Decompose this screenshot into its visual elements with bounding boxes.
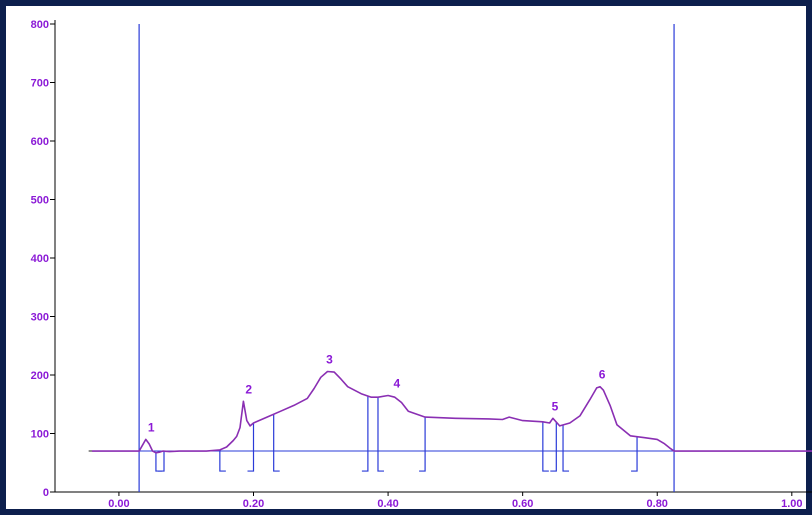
peak-boundary-marker xyxy=(631,436,638,472)
peak-boundary-marker xyxy=(155,452,162,472)
peak-boundary-marker xyxy=(247,422,255,472)
peak-label-6: 6 xyxy=(599,368,606,382)
signal-trace xyxy=(92,370,812,454)
peak-boundary-marker xyxy=(158,451,165,472)
y-tick-label: 500 xyxy=(31,195,49,207)
peak-label-3: 3 xyxy=(326,352,333,366)
x-tick-label: 1.00 xyxy=(781,498,802,510)
peak-boundary-marker xyxy=(273,414,280,472)
y-tick-label: 100 xyxy=(31,429,49,441)
y-tick-label: 0 xyxy=(43,487,49,499)
peak-label-1: 1 xyxy=(148,420,155,434)
peak-boundary-marker xyxy=(377,397,384,472)
peak-label-2: 2 xyxy=(245,382,252,396)
y-tick-label: 300 xyxy=(31,312,49,324)
y-tick-label: 400 xyxy=(31,253,49,265)
peak-boundary-marker xyxy=(219,449,226,472)
x-tick-label: 0.40 xyxy=(377,498,398,510)
x-tick-label: 0.00 xyxy=(108,498,129,510)
x-tick-label: 0.20 xyxy=(243,498,264,510)
y-tick-label: 200 xyxy=(31,370,49,382)
y-tick-label: 600 xyxy=(31,136,49,148)
x-tick-label: 0.60 xyxy=(512,498,533,510)
peak-boundary-marker xyxy=(562,424,570,472)
peak-boundary-marker xyxy=(542,421,549,472)
y-tick-label: 800 xyxy=(31,19,49,31)
peak-boundary-marker xyxy=(361,396,369,472)
y-tick-label: 700 xyxy=(31,78,49,90)
x-tick-label: 0.80 xyxy=(647,498,668,510)
peak-label-5: 5 xyxy=(552,399,559,413)
peak-boundary-marker xyxy=(550,422,557,472)
peak-label-4: 4 xyxy=(393,376,400,390)
peak-boundary-marker xyxy=(419,417,426,472)
